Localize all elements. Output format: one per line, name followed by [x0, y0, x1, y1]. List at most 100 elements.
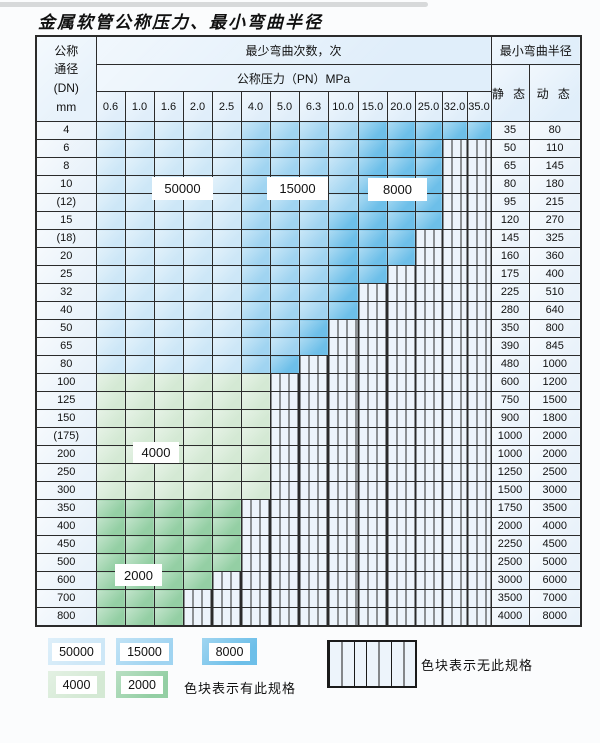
- dn-cell: (175): [35, 427, 97, 446]
- dynamic-radius-cell: 3500: [528, 499, 582, 518]
- legend-swatch-label: 4000: [55, 675, 98, 694]
- no-spec-cell: [466, 373, 492, 392]
- page-title: 金属软管公称压力、最小弯曲半径: [38, 13, 323, 32]
- no-spec-cell: [269, 445, 300, 464]
- static-radius-cell: 160: [490, 247, 530, 266]
- no-spec-cell: [269, 463, 300, 482]
- no-spec-cell: [441, 355, 468, 374]
- dn-cell: 400: [35, 517, 97, 536]
- no-spec-cell: [441, 283, 468, 302]
- no-spec-cell: [298, 499, 329, 518]
- spec-cell-50000: [211, 355, 242, 374]
- spec-cell-50000: [182, 121, 213, 140]
- pressure-col-header: 4.0: [240, 91, 271, 122]
- no-spec-cell: [466, 481, 492, 500]
- no-spec-cell: [240, 553, 271, 572]
- table-row: 800 4000 8000: [35, 607, 582, 627]
- no-spec-cell: [327, 373, 359, 392]
- dynamic-radius-cell: 110: [528, 139, 582, 158]
- pressure-col-header: 5.0: [269, 91, 300, 122]
- spec-cell-4000: [153, 409, 184, 428]
- dynamic-radius-cell: 2000: [528, 427, 582, 446]
- pressure-header: 公称压力（PN）MPa: [95, 64, 492, 92]
- spec-cell-4000: [211, 409, 242, 428]
- no-spec-cell: [386, 517, 416, 536]
- spec-cell-50000: [182, 319, 213, 338]
- dn-cell: 250: [35, 463, 97, 482]
- dn-cell: (18): [35, 229, 97, 248]
- static-radius-cell: 600: [490, 373, 530, 392]
- no-spec-cell: [414, 607, 443, 627]
- dn-cell: 15: [35, 211, 97, 230]
- no-spec-cell: [441, 337, 468, 356]
- table-row: (12) 95 215: [35, 193, 582, 212]
- no-spec-cell: [357, 301, 388, 320]
- no-spec-cell: [240, 589, 271, 608]
- no-spec-cell: [357, 589, 388, 608]
- spec-cell-8000: [327, 247, 359, 266]
- no-spec-cell: [414, 571, 443, 590]
- no-spec-cell: [269, 427, 300, 446]
- dynamic-radius-cell: 800: [528, 319, 582, 338]
- spec-cell-50000: [124, 175, 155, 194]
- no-spec-cell: [386, 571, 416, 590]
- table-row: 200 1000 2000: [35, 445, 582, 464]
- spec-cell-15000: [269, 121, 300, 140]
- spec-cell-50000: [95, 283, 126, 302]
- no-spec-cell: [269, 517, 300, 536]
- spec-cell-2000: [124, 517, 155, 536]
- corner-header-line: mm: [56, 99, 77, 114]
- spec-cell-8000: [327, 301, 359, 320]
- no-spec-cell: [298, 553, 329, 572]
- dynamic-radius-cell: 2000: [528, 445, 582, 464]
- spec-cell-2000: [124, 607, 155, 627]
- no-spec-cell: [414, 265, 443, 284]
- no-spec-cell: [466, 499, 492, 518]
- dn-cell: 800: [35, 607, 97, 627]
- no-spec-cell: [441, 157, 468, 176]
- dynamic-radius-cell: 3000: [528, 481, 582, 500]
- static-radius-cell: 3000: [490, 571, 530, 590]
- table-row: 150 900 1800: [35, 409, 582, 428]
- spec-cell-4000: [211, 463, 242, 482]
- spec-cell-2000: [153, 589, 184, 608]
- no-spec-cell: [357, 373, 388, 392]
- spec-cell-4000: [240, 391, 271, 410]
- no-spec-cell: [414, 427, 443, 446]
- no-spec-cell: [466, 283, 492, 302]
- spec-cell-2000: [153, 517, 184, 536]
- table-row: 8 65 145: [35, 157, 582, 176]
- dn-cell: (12): [35, 193, 97, 212]
- spec-cell-15000: [327, 121, 359, 140]
- no-spec-cell: [386, 499, 416, 518]
- spec-cell-50000: [182, 229, 213, 248]
- spec-cell-50000: [95, 319, 126, 338]
- no-spec-cell: [441, 427, 468, 446]
- no-spec-cell: [269, 499, 300, 518]
- spec-cell-2000: [124, 589, 155, 608]
- spec-table-wrap: 公称 通径 (DN) mm 最少弯曲次数，次 最小弯曲半径 公称压力（PN）MPa 静…: [35, 35, 582, 627]
- no-spec-cell: [466, 139, 492, 158]
- spec-cell-50000: [211, 175, 242, 194]
- spec-cell-50000: [153, 247, 184, 266]
- no-spec-cell: [357, 283, 388, 302]
- spec-cell-4000: [182, 427, 213, 446]
- dn-cell: 150: [35, 409, 97, 428]
- spec-cell-2000: [95, 499, 126, 518]
- no-spec-cell: [441, 211, 468, 230]
- pressure-col-header: 2.5: [211, 91, 242, 122]
- spec-cell-15000: [269, 229, 300, 248]
- no-spec-cell: [386, 427, 416, 446]
- static-radius-cell: 1750: [490, 499, 530, 518]
- region-label-2000: 2000: [115, 564, 162, 586]
- spec-cell-15000: [240, 175, 271, 194]
- no-spec-cell: [327, 427, 359, 446]
- spec-cell-8000: [298, 337, 329, 356]
- spec-cell-8000: [327, 265, 359, 284]
- no-spec-cell: [298, 427, 329, 446]
- spec-cell-15000: [269, 211, 300, 230]
- no-spec-cell: [414, 409, 443, 428]
- spec-cell-50000: [95, 139, 126, 158]
- no-spec-cell: [441, 499, 468, 518]
- no-spec-cell: [298, 355, 329, 374]
